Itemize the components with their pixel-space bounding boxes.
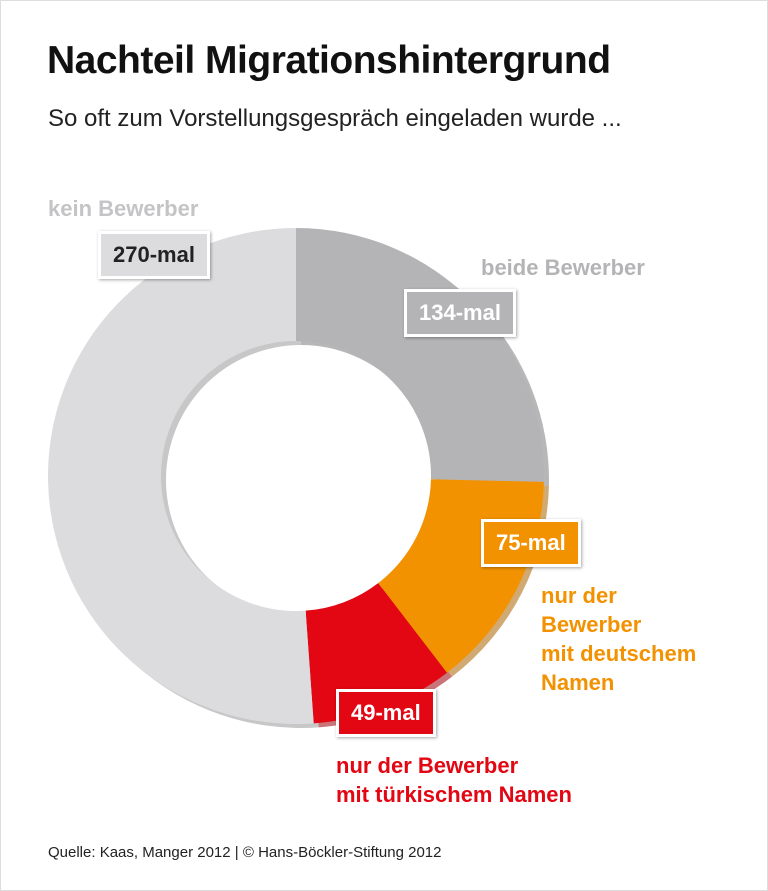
- chart-subtitle: So oft zum Vorstellungsgespräch eingelad…: [48, 105, 622, 132]
- category-label: nur der Bewerber mit türkischem Namen: [336, 753, 572, 807]
- source: Quelle: Kaas, Manger 2012 | © Hans-Böckl…: [48, 844, 442, 861]
- category-label: nur der Bewerber mit deutschem Namen: [541, 583, 697, 695]
- value-label: 49-mal: [336, 689, 436, 737]
- category-label: beide Bewerber: [481, 255, 645, 280]
- value-label: 270-mal: [98, 231, 210, 279]
- chart-title: Nachteil Migrationshintergrund: [47, 39, 611, 82]
- category-label: kein Bewerber: [48, 196, 199, 221]
- value-label: 134-mal: [404, 289, 516, 337]
- slice: [305, 583, 447, 724]
- value-label: 75-mal: [481, 519, 581, 567]
- slice: [296, 228, 544, 482]
- slice: [47, 228, 314, 724]
